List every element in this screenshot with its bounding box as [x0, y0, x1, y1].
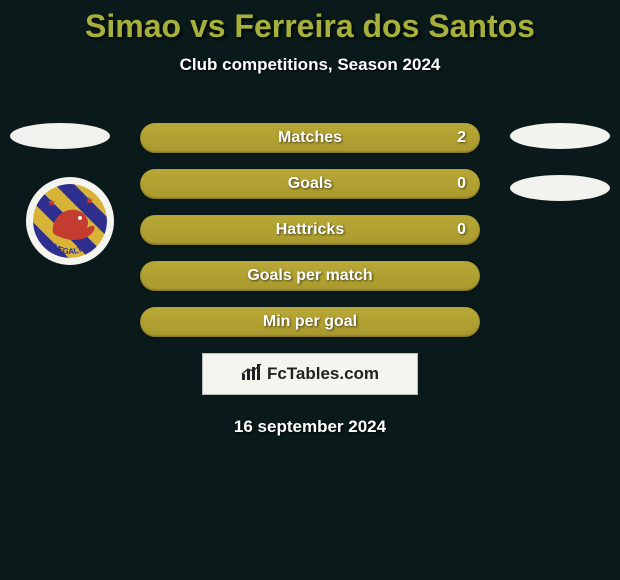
stat-value: 2 — [457, 129, 466, 147]
stat-row: Hattricks 0 — [140, 215, 480, 245]
stat-label: Min per goal — [263, 313, 357, 331]
page-title: Simao vs Ferreira dos Santos — [0, 0, 620, 45]
stat-row: Min per goal — [140, 307, 480, 337]
stat-value: 0 — [457, 221, 466, 239]
stat-row: Goals per match — [140, 261, 480, 291]
chart-icon — [241, 363, 263, 386]
stat-rows: Matches 2 Goals 0 Hattricks 0 Goals per match M… — [140, 123, 480, 337]
svg-text:★: ★ — [85, 196, 94, 207]
stat-label: Goals — [288, 175, 332, 193]
svg-text:★: ★ — [47, 198, 56, 209]
club-logo-inner: ★ ★ VEGALTA — [33, 184, 107, 258]
watermark: FcTables.com — [202, 353, 418, 395]
player-badge-right-1 — [510, 123, 610, 149]
comparison-content: ★ ★ VEGALTA Matches2Goals0Hattricks0Goal… — [0, 123, 620, 437]
stat-value: 0 — [457, 175, 466, 193]
player-badge-left — [10, 123, 110, 149]
date-label: 16 september 2024 — [0, 417, 620, 437]
club-logo: ★ ★ VEGALTA — [26, 177, 114, 265]
stat-label: Matches — [278, 129, 342, 147]
stat-label: Hattricks — [276, 221, 344, 239]
watermark-text: FcTables.com — [267, 364, 379, 384]
stat-label: Goals per match — [247, 267, 372, 285]
player-badge-right-2 — [510, 175, 610, 201]
page-subtitle: Club competitions, Season 2024 — [0, 55, 620, 75]
stat-row: Goals 0 — [140, 169, 480, 199]
stat-row: Matches 2 — [140, 123, 480, 153]
